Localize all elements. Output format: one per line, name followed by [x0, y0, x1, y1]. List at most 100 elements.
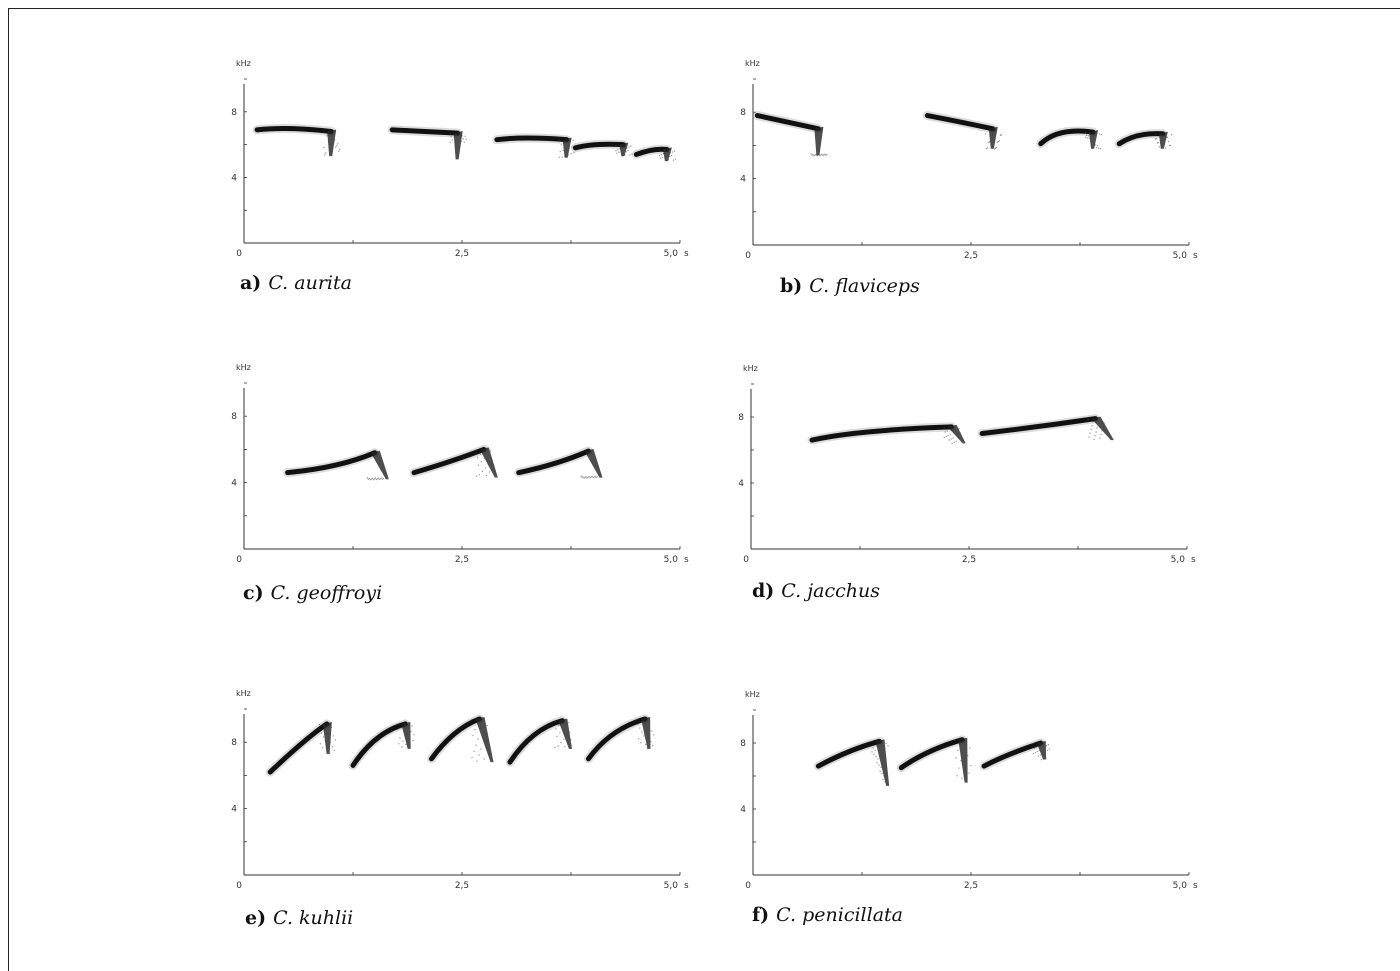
figure-frame: [8, 8, 1400, 971]
x-unit-label: s: [684, 249, 689, 259]
noise-speck: [871, 741, 873, 743]
y-axis-label: kHz: [743, 364, 758, 373]
y-tick-label: 8: [231, 738, 237, 748]
y-axis-label: kHz: [236, 689, 251, 698]
noise-speck: [661, 156, 664, 158]
noise-speck: [561, 721, 563, 723]
noise-speck: [379, 478, 381, 480]
noise-speck: [480, 461, 482, 463]
x-tick-label: 5,0: [1173, 251, 1188, 261]
noise-speck: [625, 150, 627, 153]
noise-speck: [491, 468, 493, 470]
phrase-tail: [641, 716, 651, 749]
phrase-tail: [370, 450, 389, 480]
noise-speck: [668, 155, 671, 158]
noise-speck: [366, 452, 368, 454]
call-phrase: [507, 718, 565, 765]
noise-speck: [588, 475, 590, 478]
noise-speck: [958, 427, 960, 430]
noise-speck: [559, 732, 561, 734]
panel-letter: b): [780, 275, 802, 297]
call-phrase: [350, 721, 408, 768]
panel-caption: a) C. aurita: [240, 272, 352, 294]
noise-speck: [958, 767, 960, 769]
noise-speck: [946, 430, 948, 432]
noise-speck: [376, 478, 378, 480]
noise-speck: [321, 747, 324, 749]
noise-speck: [1161, 139, 1164, 141]
phrase-halo: [583, 714, 650, 764]
noise-speck: [1165, 136, 1168, 139]
noise-speck: [666, 156, 669, 158]
noise-speck: [1099, 133, 1101, 135]
noise-speck: [326, 748, 329, 751]
call-phrase: [254, 126, 334, 134]
noise-speck: [318, 723, 321, 726]
noise-speck: [563, 738, 565, 740]
noise-speck: [1096, 427, 1098, 429]
noise-speck: [399, 737, 401, 739]
noise-speck: [330, 137, 332, 139]
noise-speck: [995, 146, 997, 149]
noise-speck: [480, 748, 482, 750]
noise-speck: [1044, 757, 1046, 759]
noise-speck: [882, 779, 884, 781]
noise-speck: [1040, 759, 1042, 761]
noise-speck: [471, 756, 473, 758]
noise-speck: [645, 743, 647, 746]
species-name: C. penicillata: [776, 904, 903, 926]
noise-speck: [477, 464, 479, 466]
noise-speck: [558, 724, 560, 726]
y-axis-label: kHz: [745, 59, 760, 68]
x-tick-label: 2,5: [455, 555, 469, 565]
noise-speck: [567, 742, 569, 744]
call-phrase: [924, 113, 996, 132]
noise-speck: [1048, 748, 1050, 750]
noise-speck: [585, 476, 587, 478]
noise-speck: [879, 770, 881, 772]
noise-speck: [487, 740, 489, 743]
y-tick-label: 4: [740, 805, 746, 815]
noise-speck: [482, 450, 484, 452]
species-name: C. aurita: [268, 272, 352, 294]
noise-speck: [465, 138, 467, 141]
noise-speck: [326, 135, 328, 137]
noise-speck: [1043, 746, 1045, 748]
noise-speck: [590, 476, 592, 478]
noise-speck: [885, 742, 887, 745]
noise-speck: [490, 460, 492, 462]
noise-speck: [568, 722, 570, 724]
noise-speck: [952, 437, 954, 439]
noise-speck: [413, 734, 415, 736]
noise-speck: [397, 728, 399, 730]
noise-speck: [1096, 146, 1098, 149]
noise-speck: [486, 454, 488, 456]
noise-speck: [484, 467, 486, 469]
noise-speck: [960, 759, 962, 762]
noise-speck: [580, 451, 582, 453]
noise-speck: [674, 158, 677, 160]
call-phrase: [572, 141, 626, 151]
noise-speck: [647, 747, 649, 749]
noise-speck: [591, 475, 593, 478]
noise-speck: [641, 731, 643, 733]
noise-speck: [825, 154, 827, 156]
noise-speck: [377, 477, 379, 479]
noise-speck: [561, 156, 563, 158]
noise-speck: [409, 736, 411, 738]
noise-speck: [637, 718, 639, 721]
panel-letter: c): [243, 582, 264, 604]
noise-speck: [451, 139, 453, 141]
noise-speck: [564, 746, 566, 748]
noise-speck: [998, 140, 1000, 142]
noise-speck: [337, 143, 339, 145]
y-axis-label: kHz: [745, 690, 760, 699]
y-tick-label: 8: [740, 108, 746, 118]
noise-speck: [1090, 428, 1092, 430]
noise-speck: [482, 737, 484, 739]
noise-speck: [993, 148, 995, 150]
noise-speck: [966, 780, 968, 782]
noise-speck: [339, 148, 341, 150]
noise-speck: [325, 152, 327, 154]
y-tick-label: 8: [740, 739, 746, 749]
